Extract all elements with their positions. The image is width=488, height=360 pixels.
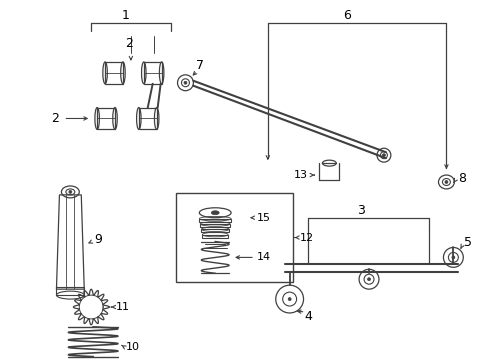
Ellipse shape (183, 81, 186, 84)
Bar (139, 108, 156, 129)
Ellipse shape (211, 211, 219, 215)
Ellipse shape (382, 154, 385, 157)
Ellipse shape (451, 256, 454, 259)
Text: 4: 4 (304, 310, 312, 323)
Ellipse shape (287, 298, 290, 301)
Bar (199, 219, 231, 222)
Text: 1: 1 (122, 9, 130, 22)
Text: 7: 7 (196, 59, 204, 72)
Text: 13: 13 (293, 170, 307, 180)
Text: 10: 10 (126, 342, 140, 352)
Text: 5: 5 (463, 236, 471, 249)
Bar (143, 62, 162, 84)
Bar (97, 108, 115, 129)
Text: 12: 12 (299, 233, 313, 243)
Ellipse shape (69, 190, 72, 193)
Bar (175, 193, 292, 282)
Text: 11: 11 (116, 302, 130, 312)
Bar (201, 229, 229, 232)
Text: 14: 14 (256, 252, 270, 262)
Bar (56, 287, 84, 295)
Bar (105, 62, 122, 84)
Bar (202, 235, 228, 238)
Bar (200, 224, 230, 227)
Text: 3: 3 (356, 204, 364, 217)
Ellipse shape (367, 278, 370, 281)
Text: 9: 9 (94, 233, 102, 246)
Text: 2: 2 (125, 37, 133, 50)
Ellipse shape (444, 180, 447, 184)
Text: 8: 8 (457, 171, 466, 185)
Text: 2: 2 (51, 112, 59, 125)
Text: 15: 15 (256, 213, 270, 223)
Text: 6: 6 (343, 9, 350, 22)
